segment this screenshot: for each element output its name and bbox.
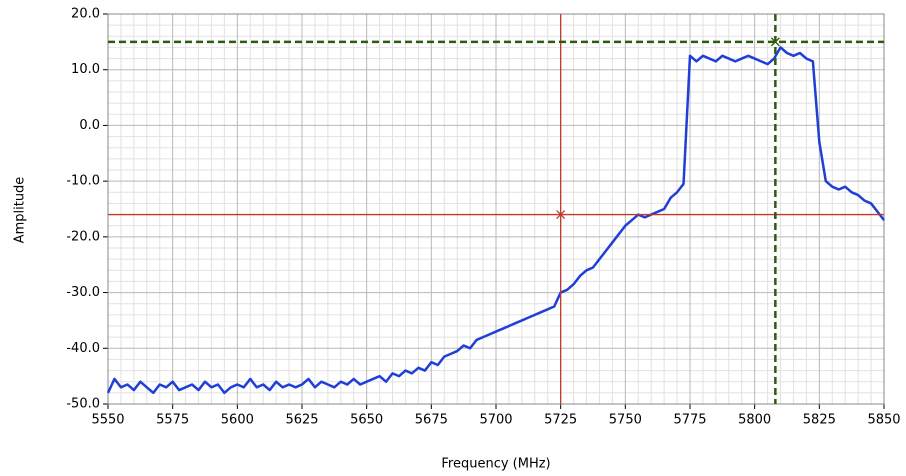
- x-tick-label: 5825: [803, 413, 836, 428]
- y-tick-label: -20.0: [66, 229, 100, 244]
- y-tick-label: 10.0: [71, 62, 100, 77]
- x-tick-label: 5750: [609, 413, 642, 428]
- cursor-marker: [556, 210, 566, 220]
- y-tick-label: -40.0: [66, 341, 100, 356]
- y-tick-label: 0.0: [79, 118, 100, 133]
- x-tick-label: 5575: [156, 413, 189, 428]
- x-axis-label: Frequency (MHz): [441, 457, 550, 472]
- x-tick-label: 5700: [479, 413, 512, 428]
- y-axis-label: Amplitude: [13, 177, 28, 244]
- cursor-marker: [770, 37, 780, 47]
- x-tick-label: 5625: [285, 413, 318, 428]
- x-tick-label: 5850: [867, 413, 900, 428]
- trace: [106, 46, 885, 395]
- plot-border: [107, 13, 885, 405]
- y-tick-label: 20.0: [71, 7, 100, 22]
- x-tick-label: 5800: [738, 413, 771, 428]
- x-tick-label: 5725: [544, 413, 577, 428]
- y-tick-label: -50.0: [66, 397, 100, 412]
- x-tick-label: 5550: [91, 413, 124, 428]
- y-tick-label: -30.0: [66, 285, 100, 300]
- x-tick-label: 5650: [350, 413, 383, 428]
- x-tick-label: 5600: [221, 413, 254, 428]
- x-tick-label: 5675: [415, 413, 448, 428]
- x-tick-label: 5775: [673, 413, 706, 428]
- y-tick-label: -10.0: [66, 174, 100, 189]
